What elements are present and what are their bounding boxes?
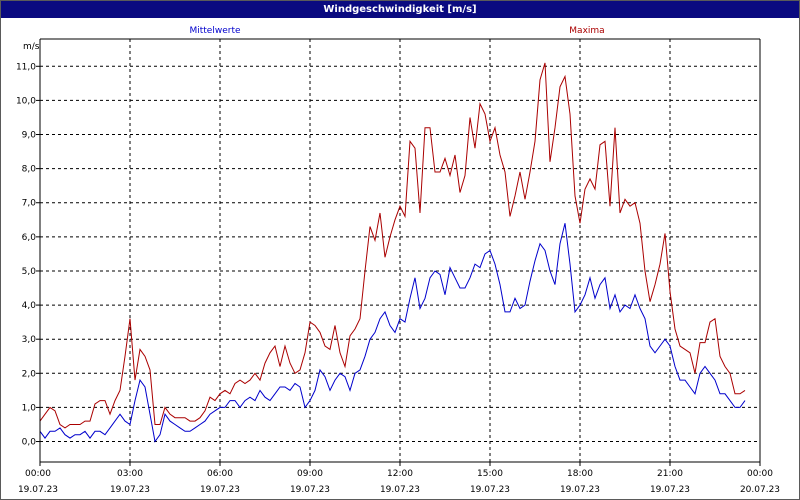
series-maxima-line	[39, 62, 746, 429]
y-tick-label: 5,0	[22, 267, 37, 277]
series-mittelwerte-line	[39, 223, 746, 443]
x-tick-time: 03:00	[117, 469, 143, 479]
y-tick-label: 1,0	[22, 403, 37, 413]
y-tick-label: 8,0	[22, 165, 37, 175]
x-tick-time: 18:00	[567, 469, 593, 479]
x-tick-time: 06:00	[207, 469, 233, 479]
y-tick-label: 9,0	[22, 131, 37, 141]
y-axis-label: m/s	[23, 42, 40, 52]
y-tick-label: 6,0	[22, 233, 37, 243]
x-tick-time: 12:00	[387, 469, 413, 479]
x-tick-time: 00:00	[25, 469, 51, 479]
y-tick-label: 11,0	[16, 62, 36, 72]
x-tick-date: 19.07.23	[110, 485, 150, 495]
legend-mittelwerte: Mittelwerte	[189, 26, 240, 36]
x-tick-date: 20.07.23	[740, 485, 780, 495]
x-tick-time: 09:00	[297, 469, 323, 479]
x-tick-time: 21:00	[657, 469, 683, 479]
legend-maxima: Maxima	[569, 26, 604, 36]
y-tick-label: 4,0	[22, 301, 37, 311]
x-tick-date: 19.07.23	[470, 485, 510, 495]
y-tick-labels: 0,0 1,0 2,0 3,0 4,0 5,0 6,0 7,0 8,0 9,0 10,0 11,0	[16, 62, 36, 447]
title-bar: Windgeschwindigkeit [m/s]	[1, 1, 799, 18]
chart-title: Windgeschwindigkeit [m/s]	[323, 4, 477, 15]
y-tick-label: 10,0	[16, 96, 36, 106]
x-tick-date: 19.07.23	[380, 485, 420, 495]
x-tick-date: 19.07.23	[560, 485, 600, 495]
x-tick-time: 00:00	[747, 469, 773, 479]
series-layer	[39, 62, 746, 443]
x-tick-time: 15:00	[477, 469, 503, 479]
y-tick-label: 2,0	[22, 369, 37, 379]
x-tick-date: 19.07.23	[650, 485, 690, 495]
x-tick-date: 19.07.23	[18, 485, 58, 495]
y-tick-label: 0,0	[22, 438, 37, 448]
grid-lines	[36, 39, 761, 466]
x-tick-labels: 00:00 19.07.23 03:00 19.07.23 06:00 19.07.23 0…	[18, 469, 780, 495]
y-tick-label: 7,0	[22, 199, 37, 209]
x-tick-date: 19.07.23	[200, 485, 240, 495]
x-tick-date: 19.07.23	[290, 485, 330, 495]
y-tick-label: 3,0	[22, 335, 37, 345]
